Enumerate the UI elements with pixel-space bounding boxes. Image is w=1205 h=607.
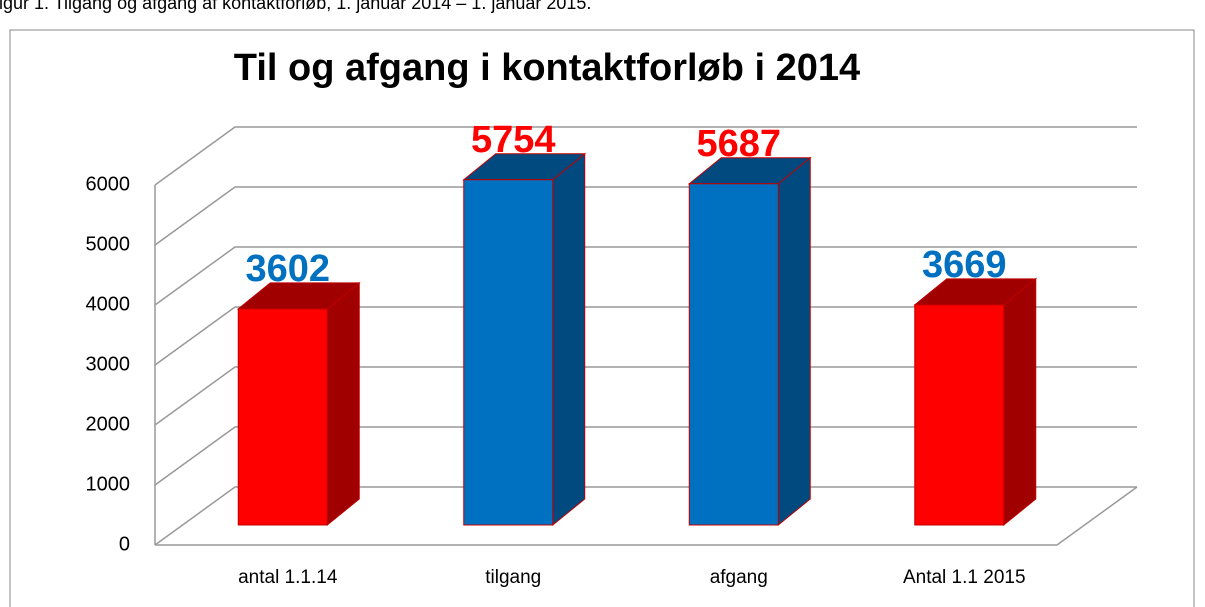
grid-line [154, 126, 1137, 186]
bar [236, 281, 361, 527]
grid-line [154, 186, 1137, 246]
floor [155, 486, 1138, 546]
bar-side [1003, 277, 1037, 527]
caption: Figur 1. Tilgang og afgang af kontaktfor… [0, 0, 591, 13]
y-tick-label: 6000 [86, 173, 131, 195]
bar-front [237, 308, 328, 526]
bar-side [552, 152, 586, 527]
bar [462, 152, 587, 527]
x-tick-label: Antal 1.1 2015 [903, 567, 1026, 588]
data-label: 5754 [471, 119, 556, 161]
data-label: 3669 [922, 244, 1007, 286]
data-label: 3602 [245, 248, 330, 290]
grid-line [154, 306, 1137, 366]
bar-front [914, 304, 1005, 526]
bar [913, 277, 1038, 527]
y-tick-label: 3000 [86, 353, 131, 375]
bar-side [326, 281, 360, 527]
bar-front [688, 183, 779, 526]
y-tick-label: 2000 [86, 413, 131, 435]
bar [687, 156, 812, 527]
bar-side [777, 156, 811, 527]
grid-line [154, 426, 1137, 486]
grid-line [154, 366, 1137, 426]
grid-line [154, 486, 1137, 546]
data-label: 5687 [696, 123, 781, 165]
y-tick-label: 4000 [86, 293, 131, 315]
x-tick-label: tilgang [485, 567, 541, 588]
bar-front [463, 179, 554, 526]
x-tick-label: afgang [710, 567, 768, 588]
chart-border [9, 29, 1195, 607]
y-tick-label: 1000 [86, 473, 131, 495]
y-tick-label: 5000 [86, 233, 131, 255]
y-tick-label: 0 [119, 533, 130, 555]
grid-line [154, 246, 1137, 306]
chart-title: Til og afgang i kontaktforløb i 2014 [234, 47, 860, 89]
x-tick-label: antal 1.1.14 [238, 567, 338, 588]
